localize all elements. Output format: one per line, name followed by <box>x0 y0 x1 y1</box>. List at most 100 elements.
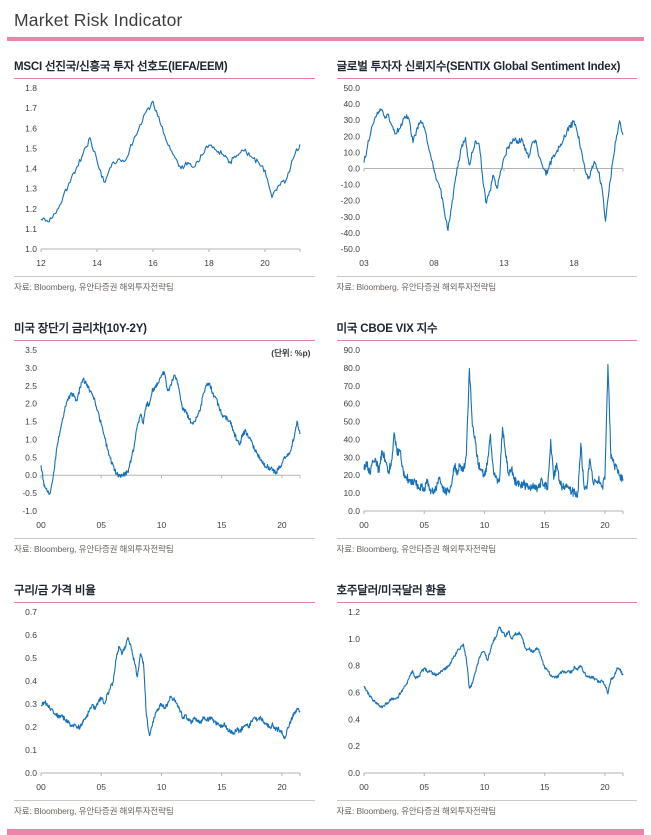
svg-text:18: 18 <box>569 258 579 268</box>
svg-text:16: 16 <box>148 258 158 268</box>
svg-text:1.2: 1.2 <box>25 204 37 214</box>
svg-text:1.0: 1.0 <box>348 634 360 644</box>
svg-text:1.8: 1.8 <box>25 83 37 93</box>
chart-area: -50.0 -40.0 -30.0 -20.0 -10.0 0.0 10.0 20.0 30.0… <box>337 81 638 271</box>
chart-title: 미국 장단기 금리차(10Y-2Y) <box>14 319 315 341</box>
chart-title: 미국 CBOE VIX 지수 <box>336 319 637 341</box>
source-note: 자료: Bloomberg, 유안타증권 해외투자전략팀 <box>336 538 637 555</box>
svg-text:0.2: 0.2 <box>348 741 360 751</box>
svg-text:13: 13 <box>499 258 509 268</box>
line-chart-sentix: -50.0 -40.0 -30.0 -20.0 -10.0 0.0 10.0 20.0 30.0… <box>340 83 624 268</box>
svg-text:0.6: 0.6 <box>25 630 37 640</box>
svg-text:3.0: 3.0 <box>25 363 37 373</box>
chart-area: (단위: %p) -1.0 -0.5 0.0 0.5 1.0 1.5 2.0 2.5 3.0 3.… <box>14 343 315 533</box>
line-chart-copper-gold: 0.0 0.1 0.2 0.3 0.4 0.5 0.6 0.7 00 05 10 15 20 <box>25 607 301 792</box>
svg-text:30.0: 30.0 <box>343 452 360 462</box>
svg-text:2.0: 2.0 <box>25 399 37 409</box>
chart-panel-msci-iefa-eem: MSCI 선진국/신흥국 투자 선호도(IEFA/EEM) 1.0 1.1 1.2 1… <box>14 57 315 293</box>
svg-text:20: 20 <box>260 258 270 268</box>
line-chart-yield-spread: -1.0 -0.5 0.0 0.5 1.0 1.5 2.0 2.5 3.0 3.5 00 05 10 15… <box>22 345 301 530</box>
line-chart-msci-iefa-eem: 1.0 1.1 1.2 1.3 1.4 1.5 1.6 1.7 1.8 12 14 16 18 20 <box>25 83 301 268</box>
svg-text:-20.0: -20.0 <box>340 196 360 206</box>
svg-text:1.1: 1.1 <box>25 224 37 234</box>
chart-title: MSCI 선진국/신흥국 투자 선호도(IEFA/EEM) <box>14 57 315 79</box>
chart-area: 0.0 0.1 0.2 0.3 0.4 0.5 0.6 0.7 00 05 10 15 20 <box>14 605 315 795</box>
svg-text:03: 03 <box>359 258 369 268</box>
svg-text:1.3: 1.3 <box>25 184 37 194</box>
svg-text:90.0: 90.0 <box>343 345 360 355</box>
svg-text:0.0: 0.0 <box>348 768 360 778</box>
svg-text:12: 12 <box>36 258 46 268</box>
svg-text:1.5: 1.5 <box>25 417 37 427</box>
svg-text:1.7: 1.7 <box>25 103 37 113</box>
svg-text:1.4: 1.4 <box>25 164 37 174</box>
svg-text:05: 05 <box>96 520 106 530</box>
svg-text:0.5: 0.5 <box>25 452 37 462</box>
svg-text:-1.0: -1.0 <box>22 506 37 516</box>
svg-text:-50.0: -50.0 <box>340 244 360 254</box>
svg-text:1.0: 1.0 <box>25 244 37 254</box>
svg-text:10: 10 <box>479 520 489 530</box>
chart-title: 호주달러/미국달러 환율 <box>336 581 637 603</box>
svg-text:14: 14 <box>92 258 102 268</box>
chart-panel-yield-spread: 미국 장단기 금리차(10Y-2Y) (단위: %p) -1.0 -0.5 0.0 0… <box>14 319 315 555</box>
svg-text:20: 20 <box>600 782 610 792</box>
svg-text:20.0: 20.0 <box>343 131 360 141</box>
chart-area: 1.0 1.1 1.2 1.3 1.4 1.5 1.6 1.7 1.8 12 14 16 18 20 <box>14 81 315 271</box>
svg-text:40.0: 40.0 <box>343 434 360 444</box>
chart-title: 구리/금 가격 비율 <box>14 581 315 603</box>
svg-text:08: 08 <box>429 258 439 268</box>
svg-text:30.0: 30.0 <box>343 115 360 125</box>
svg-text:00: 00 <box>36 782 46 792</box>
svg-text:1.5: 1.5 <box>25 143 37 153</box>
svg-text:0.8: 0.8 <box>348 661 360 671</box>
svg-text:00: 00 <box>359 520 369 530</box>
svg-text:0.1: 0.1 <box>25 745 37 755</box>
svg-text:60.0: 60.0 <box>343 399 360 409</box>
svg-text:10: 10 <box>157 520 167 530</box>
svg-text:-40.0: -40.0 <box>340 228 360 238</box>
svg-text:10.0: 10.0 <box>343 147 360 157</box>
chart-area: 0.0 0.2 0.4 0.6 0.8 1.0 1.2 00 05 10 15 20 <box>337 605 638 795</box>
chart-panel-copper-gold: 구리/금 가격 비율 0.0 0.1 0.2 0.3 0.4 0.5 0.6 0.7 00 05 1… <box>14 581 315 817</box>
page-title: Market Risk Indicator <box>14 10 183 30</box>
svg-text:-0.5: -0.5 <box>22 488 37 498</box>
svg-text:10.0: 10.0 <box>343 488 360 498</box>
svg-text:00: 00 <box>36 520 46 530</box>
svg-text:18: 18 <box>204 258 214 268</box>
svg-text:0.7: 0.7 <box>25 607 37 617</box>
svg-text:50.0: 50.0 <box>343 83 360 93</box>
svg-text:15: 15 <box>539 520 549 530</box>
svg-text:05: 05 <box>419 520 429 530</box>
svg-text:15: 15 <box>539 782 549 792</box>
chart-area: 0.0 10.0 20.0 30.0 40.0 50.0 60.0 70.0 80.0 90.0 0… <box>337 343 638 533</box>
line-chart-audusd: 0.0 0.2 0.4 0.6 0.8 1.0 1.2 00 05 10 15 20 <box>348 607 624 792</box>
svg-text:20.0: 20.0 <box>343 470 360 480</box>
chart-grid: MSCI 선진국/신흥국 투자 선호도(IEFA/EEM) 1.0 1.1 1.2 1… <box>0 57 651 817</box>
chart-panel-audusd: 호주달러/미국달러 환율 0.0 0.2 0.4 0.6 0.8 1.0 1.2 00 05 10… <box>336 581 638 817</box>
svg-text:1.2: 1.2 <box>348 607 360 617</box>
svg-text:3.5: 3.5 <box>25 345 37 355</box>
svg-text:20: 20 <box>277 520 287 530</box>
svg-text:80.0: 80.0 <box>343 363 360 373</box>
svg-text:-10.0: -10.0 <box>340 180 360 190</box>
source-note: 자료: Bloomberg, 유안타증권 해외투자전략팀 <box>14 538 315 555</box>
svg-text:50.0: 50.0 <box>343 417 360 427</box>
svg-text:15: 15 <box>217 520 227 530</box>
svg-text:0.0: 0.0 <box>25 470 37 480</box>
top-accent-bar <box>7 37 644 41</box>
svg-text:10: 10 <box>479 782 489 792</box>
svg-text:0.0: 0.0 <box>348 506 360 516</box>
svg-text:0.4: 0.4 <box>348 714 360 724</box>
chart-panel-vix: 미국 CBOE VIX 지수 0.0 10.0 20.0 30.0 40.0 50.0 60… <box>336 319 638 555</box>
svg-text:0.0: 0.0 <box>25 768 37 778</box>
svg-text:15: 15 <box>217 782 227 792</box>
source-note: 자료: Bloomberg, 유안타증권 해외투자전략팀 <box>14 276 315 293</box>
svg-text:00: 00 <box>359 782 369 792</box>
svg-text:40.0: 40.0 <box>343 99 360 109</box>
chart-panel-sentix: 글로벌 투자자 신뢰지수(SENTIX Global Sentiment Ind… <box>336 57 638 293</box>
svg-text:20: 20 <box>600 520 610 530</box>
source-note: 자료: Bloomberg, 유안타증권 해외투자전략팀 <box>14 800 315 817</box>
svg-text:1.6: 1.6 <box>25 123 37 133</box>
